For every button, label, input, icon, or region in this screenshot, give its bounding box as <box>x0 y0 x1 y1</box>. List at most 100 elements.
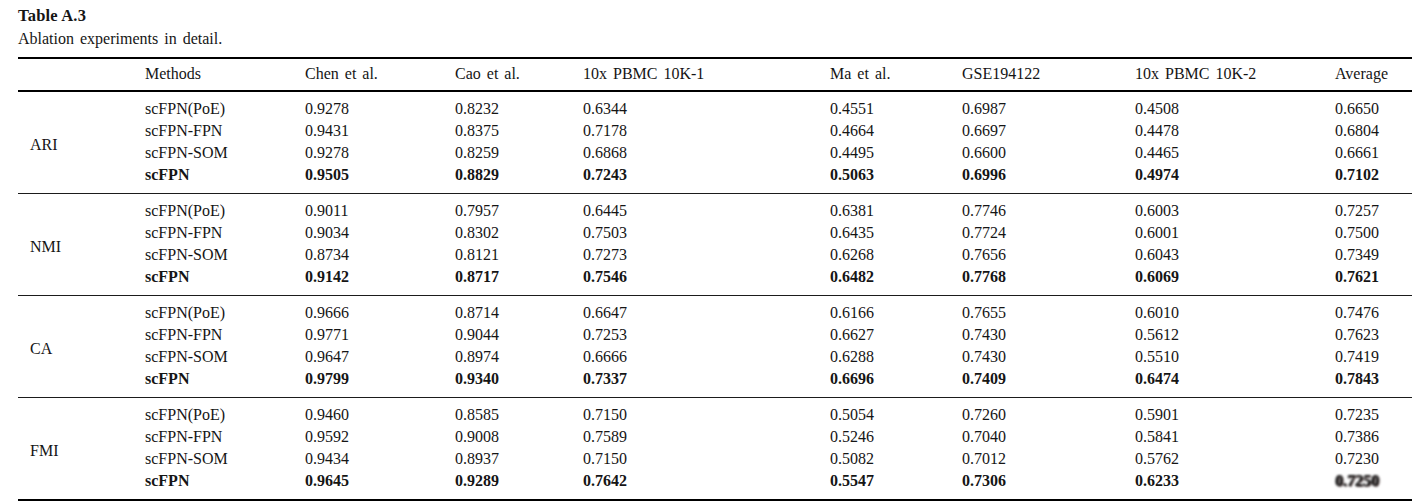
value-cell: 0.9771 <box>305 324 455 346</box>
value-cell: 0.6069 <box>1135 266 1335 296</box>
method-cell: scFPN <box>145 368 305 398</box>
value-cell: 0.7746 <box>962 193 1135 222</box>
value-cell: 0.4664 <box>830 120 962 142</box>
value-cell: 0.9647 <box>305 346 455 368</box>
value-cell: 0.5054 <box>830 397 962 426</box>
value-cell: 0.6166 <box>830 295 962 324</box>
value-cell: 0.6996 <box>962 164 1135 194</box>
value-cell: 0.7656 <box>962 244 1135 266</box>
value-cell: 0.8974 <box>455 346 583 368</box>
value-cell: 0.7102 <box>1335 164 1412 194</box>
table-title: Table A.3 <box>18 7 1414 26</box>
metric-label-nmi: NMI <box>18 193 145 295</box>
table-head: MethodsChen et al.Cao et al.10x PBMC 10K… <box>18 58 1412 91</box>
table-row: scFPN-FPN0.97710.90440.72530.66270.74300… <box>18 324 1412 346</box>
value-cell: 0.6627 <box>830 324 962 346</box>
value-cell: 0.8714 <box>455 295 583 324</box>
value-cell: 0.6435 <box>830 222 962 244</box>
value-cell: 0.6647 <box>583 295 830 324</box>
value-cell: 0.5063 <box>830 164 962 194</box>
metric-label-fmi: FMI <box>18 397 145 500</box>
column-header-1: Methods <box>145 58 305 91</box>
value-cell: 0.8375 <box>455 120 583 142</box>
value-cell: 0.7178 <box>583 120 830 142</box>
value-cell: 0.9278 <box>305 142 455 164</box>
value-cell: 0.7306 <box>962 470 1135 500</box>
value-cell: 0.6344 <box>583 91 830 120</box>
ablation-table: MethodsChen et al.Cao et al.10x PBMC 10K… <box>18 57 1412 501</box>
table-row: scFPN-FPN0.94310.83750.71780.46640.66970… <box>18 120 1412 142</box>
column-header-4: 10x PBMC 10K-1 <box>583 58 830 91</box>
table-row: scFPN0.96450.92890.76420.55470.73060.623… <box>18 470 1412 500</box>
value-cell: 0.5901 <box>1135 397 1335 426</box>
value-cell: 0.6868 <box>583 142 830 164</box>
value-cell: 0.8829 <box>455 164 583 194</box>
value-cell: 0.4508 <box>1135 91 1335 120</box>
value-cell: 0.8232 <box>455 91 583 120</box>
value-cell: 0.8585 <box>455 397 583 426</box>
column-header-3: Cao et al. <box>455 58 583 91</box>
value-cell: 0.4478 <box>1135 120 1335 142</box>
column-header-5: Ma et al. <box>830 58 962 91</box>
value-cell: 0.9434 <box>305 448 455 470</box>
value-cell: 0.6650 <box>1335 91 1412 120</box>
value-cell: 0.6804 <box>1335 120 1412 142</box>
value-cell: 0.6474 <box>1135 368 1335 398</box>
value-cell: 0.7642 <box>583 470 830 500</box>
method-cell: scFPN-FPN <box>145 426 305 448</box>
column-header-2: Chen et al. <box>305 58 455 91</box>
value-cell: 0.7430 <box>962 324 1135 346</box>
value-cell: 0.6600 <box>962 142 1135 164</box>
value-cell: 0.8734 <box>305 244 455 266</box>
value-cell: 0.7500 <box>1335 222 1412 244</box>
value-cell: 0.7419 <box>1335 346 1412 368</box>
column-header-7: 10x PBMC 10K-2 <box>1135 58 1335 91</box>
value-cell: 0.7012 <box>962 448 1135 470</box>
value-cell: 0.4495 <box>830 142 962 164</box>
method-cell: scFPN-SOM <box>145 142 305 164</box>
value-cell: 0.5246 <box>830 426 962 448</box>
value-cell: 0.9034 <box>305 222 455 244</box>
value-cell: 0.8121 <box>455 244 583 266</box>
method-cell: scFPN <box>145 164 305 194</box>
table-row: FMIscFPN(PoE)0.94600.85850.71500.50540.7… <box>18 397 1412 426</box>
value-cell: 0.7957 <box>455 193 583 222</box>
value-cell: 0.7655 <box>962 295 1135 324</box>
value-cell: 0.5510 <box>1135 346 1335 368</box>
value-cell: 0.9431 <box>305 120 455 142</box>
value-cell: 0.9340 <box>455 368 583 398</box>
value-cell: 0.4974 <box>1135 164 1335 194</box>
value-cell: 0.7386 <box>1335 426 1412 448</box>
value-cell: 0.7235 <box>1335 397 1412 426</box>
value-cell: 0.9011 <box>305 193 455 222</box>
value-cell: 0.5762 <box>1135 448 1335 470</box>
value-cell: 0.9142 <box>305 266 455 296</box>
value-cell: 0.8259 <box>455 142 583 164</box>
table-row: NMIscFPN(PoE)0.90110.79570.64450.63810.7… <box>18 193 1412 222</box>
method-cell: scFPN-SOM <box>145 244 305 266</box>
value-cell: 0.8717 <box>455 266 583 296</box>
table-row: scFPN-FPN0.90340.83020.75030.64350.77240… <box>18 222 1412 244</box>
value-cell: 0.7621 <box>1335 266 1412 296</box>
value-cell: 0.7349 <box>1335 244 1412 266</box>
value-cell: 0.9289 <box>455 470 583 500</box>
value-cell: 0.6666 <box>583 346 830 368</box>
table-row: scFPN0.91420.87170.75460.64820.77680.606… <box>18 266 1412 296</box>
value-cell: 0.7243 <box>583 164 830 194</box>
value-cell: 0.7503 <box>583 222 830 244</box>
value-cell: 0.6003 <box>1135 193 1335 222</box>
value-cell: 0.7257 <box>1335 193 1412 222</box>
value-cell: 0.7230 <box>1335 448 1412 470</box>
method-cell: scFPN <box>145 470 305 500</box>
value-cell: 0.7273 <box>583 244 830 266</box>
value-cell: 0.9278 <box>305 91 455 120</box>
value-cell: 0.6001 <box>1135 222 1335 244</box>
value-cell: 0.7250 <box>1334 470 1413 500</box>
paper-page: Table A.3 Ablation experiments in detail… <box>0 0 1414 501</box>
table-caption: Ablation experiments in detail. <box>18 30 1414 48</box>
value-cell: 0.7337 <box>583 368 830 398</box>
value-cell: 0.7260 <box>962 397 1135 426</box>
table-row: scFPN0.95050.88290.72430.50630.69960.497… <box>18 164 1412 194</box>
value-cell: 0.7150 <box>583 448 830 470</box>
value-cell: 0.7724 <box>962 222 1135 244</box>
